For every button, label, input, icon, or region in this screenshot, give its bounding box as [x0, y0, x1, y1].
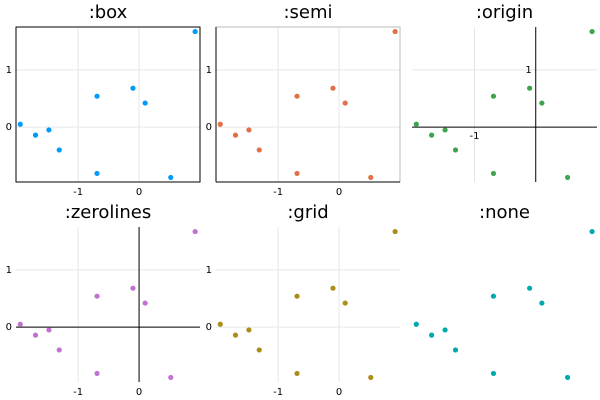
subplot-title: :zerolines — [65, 202, 151, 223]
point — [342, 300, 348, 306]
y-tick-label: 0 — [6, 322, 12, 333]
point — [94, 293, 100, 299]
point — [217, 121, 223, 127]
point — [246, 327, 252, 333]
point — [539, 100, 545, 106]
point — [46, 127, 52, 133]
y-tick-label: 1 — [6, 65, 12, 76]
x-tick-label: -1 — [273, 187, 283, 198]
subplot-title: :none — [479, 202, 530, 223]
point — [32, 332, 39, 338]
point — [589, 228, 595, 235]
point — [452, 147, 459, 153]
point — [490, 370, 497, 377]
point — [527, 285, 533, 291]
x-tick-label: -1 — [273, 387, 283, 398]
point — [232, 132, 239, 138]
y-tick-label: 1 — [206, 65, 212, 76]
point — [490, 93, 497, 99]
point — [56, 347, 62, 353]
y-tick-label: 0 — [6, 122, 12, 133]
point — [17, 121, 23, 127]
y-tick-label: 1 — [525, 65, 531, 76]
point — [217, 321, 223, 327]
point — [192, 228, 198, 235]
point — [17, 321, 23, 327]
frame — [215, 26, 401, 183]
point — [130, 285, 136, 291]
point — [192, 28, 198, 35]
point — [32, 132, 39, 138]
point — [294, 170, 300, 177]
point — [527, 85, 533, 91]
point — [256, 347, 262, 353]
frame — [15, 26, 201, 183]
point — [142, 100, 148, 106]
x-tick-label: -1 — [469, 131, 479, 142]
point — [330, 285, 336, 291]
point — [94, 93, 100, 99]
point — [130, 85, 136, 91]
subplot-title: :box — [89, 2, 128, 23]
x-tick-label: -1 — [73, 387, 83, 398]
point — [452, 347, 459, 353]
y-tick-label: 1 — [206, 265, 212, 276]
point — [368, 174, 374, 181]
point — [413, 321, 419, 327]
point — [490, 293, 497, 299]
point — [392, 228, 398, 235]
subplot-title: :semi — [283, 2, 332, 23]
point — [56, 147, 62, 153]
point — [142, 300, 148, 306]
x-tick-label: 0 — [336, 187, 342, 198]
point — [392, 28, 398, 35]
point — [442, 127, 448, 133]
y-tick-label: 0 — [206, 322, 212, 333]
point — [294, 293, 300, 299]
point — [246, 127, 252, 133]
point — [413, 121, 419, 127]
point — [94, 370, 100, 377]
point — [429, 132, 435, 138]
point — [46, 327, 52, 333]
point — [442, 327, 448, 333]
point — [168, 374, 174, 381]
point — [564, 174, 571, 181]
point — [94, 170, 100, 177]
point — [368, 374, 374, 381]
subplot-title: :origin — [476, 2, 533, 23]
point — [589, 28, 595, 35]
point — [429, 332, 435, 338]
x-tick-label: 0 — [136, 187, 142, 198]
point — [256, 147, 262, 153]
subplot-title: :grid — [287, 202, 328, 223]
point — [564, 374, 571, 381]
x-tick-label: 0 — [136, 387, 142, 398]
y-tick-label: 0 — [206, 122, 212, 133]
point — [232, 332, 239, 338]
x-tick-label: -1 — [73, 187, 83, 198]
point — [490, 170, 497, 177]
point — [539, 300, 545, 306]
point — [168, 174, 174, 181]
point — [294, 93, 300, 99]
point — [294, 370, 300, 377]
y-tick-label: 1 — [6, 265, 12, 276]
x-tick-label: 0 — [336, 387, 342, 398]
point — [342, 100, 348, 106]
point — [330, 85, 336, 91]
